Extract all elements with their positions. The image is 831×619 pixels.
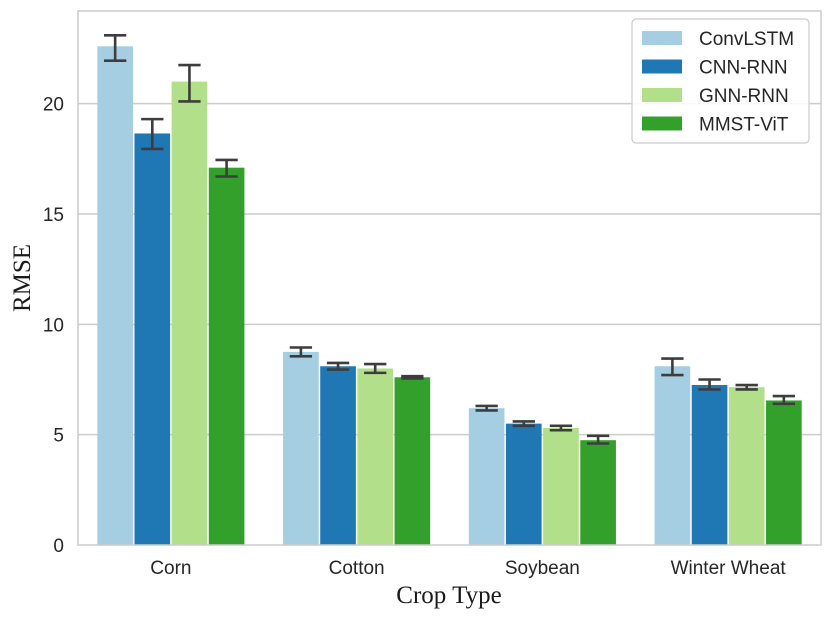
y-tick-label: 10 [43,315,64,336]
bar [691,385,728,545]
bar [171,81,208,545]
bar [320,366,356,545]
bar [97,46,133,545]
x-tick-label: Winter Wheat [671,558,787,579]
y-tick-label: 15 [43,205,64,226]
bar [357,368,394,545]
x-tick-label: Corn [150,558,191,579]
y-tick-label: 20 [43,95,64,116]
bar [505,423,542,545]
y-tick-label: 5 [53,426,64,447]
legend-swatch [642,31,682,45]
legend-label: ConvLSTM [699,29,794,50]
bar [728,387,765,545]
legend-box [631,18,810,144]
y-axis-label: RMSE [9,244,36,312]
x-tick-labels: Corn Cotton Soybean Winter Wheat [150,558,786,579]
bar [468,408,505,545]
x-axis-label: Crop Type [396,582,501,609]
bar [543,428,579,545]
legend: ConvLSTM CNN-RNN GNN-RNN MMST-ViT [631,18,810,144]
bars [97,46,802,545]
x-tick-label: Cotton [329,558,385,579]
legend-swatch [642,116,682,131]
y-tick-labels: 0 5 10 15 20 [43,95,64,557]
y-tick-label: 0 [53,536,64,557]
bar [766,400,802,545]
bar [134,133,171,545]
x-tick-label: Soybean [505,558,580,579]
legend-swatch [642,59,682,74]
legend-label: GNN-RNN [699,86,789,107]
legend-label: MMST-ViT [699,115,789,136]
bar [654,366,691,545]
error-bars [104,33,795,445]
legend-label: CNN-RNN [699,58,788,79]
plot-frame [77,10,822,546]
bar [208,167,245,545]
bar [283,351,319,545]
legend-swatch [642,88,682,102]
bar [580,440,616,545]
bar [394,377,431,545]
